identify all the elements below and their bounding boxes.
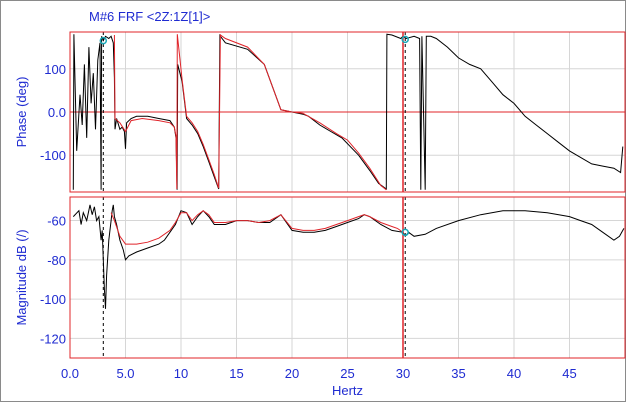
x-tick-label: 20 — [285, 366, 299, 381]
x-axis-label: Hertz — [332, 383, 363, 398]
y-tick-label: -100 — [40, 148, 66, 163]
x-tick-label: 5.0 — [116, 366, 134, 381]
x-tick-label: 15 — [229, 366, 243, 381]
x-tick-label: 25 — [340, 366, 354, 381]
y-tick-label: -60 — [47, 214, 66, 229]
plot-frame-panel1 — [69, 31, 626, 193]
y-tick-label: -100 — [40, 292, 66, 307]
x-tick-label: 45 — [562, 366, 576, 381]
series-fit-panel2 — [110, 210, 404, 245]
chart-title: M#6 FRF <2Z:1Z[1]> — [89, 9, 210, 24]
y-tick-label: -80 — [47, 253, 66, 268]
x-tick-label: 35 — [451, 366, 465, 381]
x-tick-label: 0.0 — [61, 366, 79, 381]
y-tick-label: 100 — [44, 62, 66, 77]
y-axis-label: Phase (deg) — [14, 77, 29, 148]
y-tick-label: -120 — [40, 331, 66, 346]
x-tick-label: 10 — [174, 366, 188, 381]
y-axis-label: Magnitude dB (/) — [14, 229, 29, 325]
cursor-marker — [401, 228, 409, 237]
y-tick-label: 0.0 — [48, 105, 66, 120]
x-tick-label: 30 — [396, 366, 410, 381]
series-fit-panel1 — [113, 34, 387, 191]
x-tick-label: 40 — [507, 366, 521, 381]
cursor-marker — [401, 35, 409, 44]
plot-frame-panel2 — [69, 196, 626, 359]
cursor-marker — [99, 36, 108, 45]
